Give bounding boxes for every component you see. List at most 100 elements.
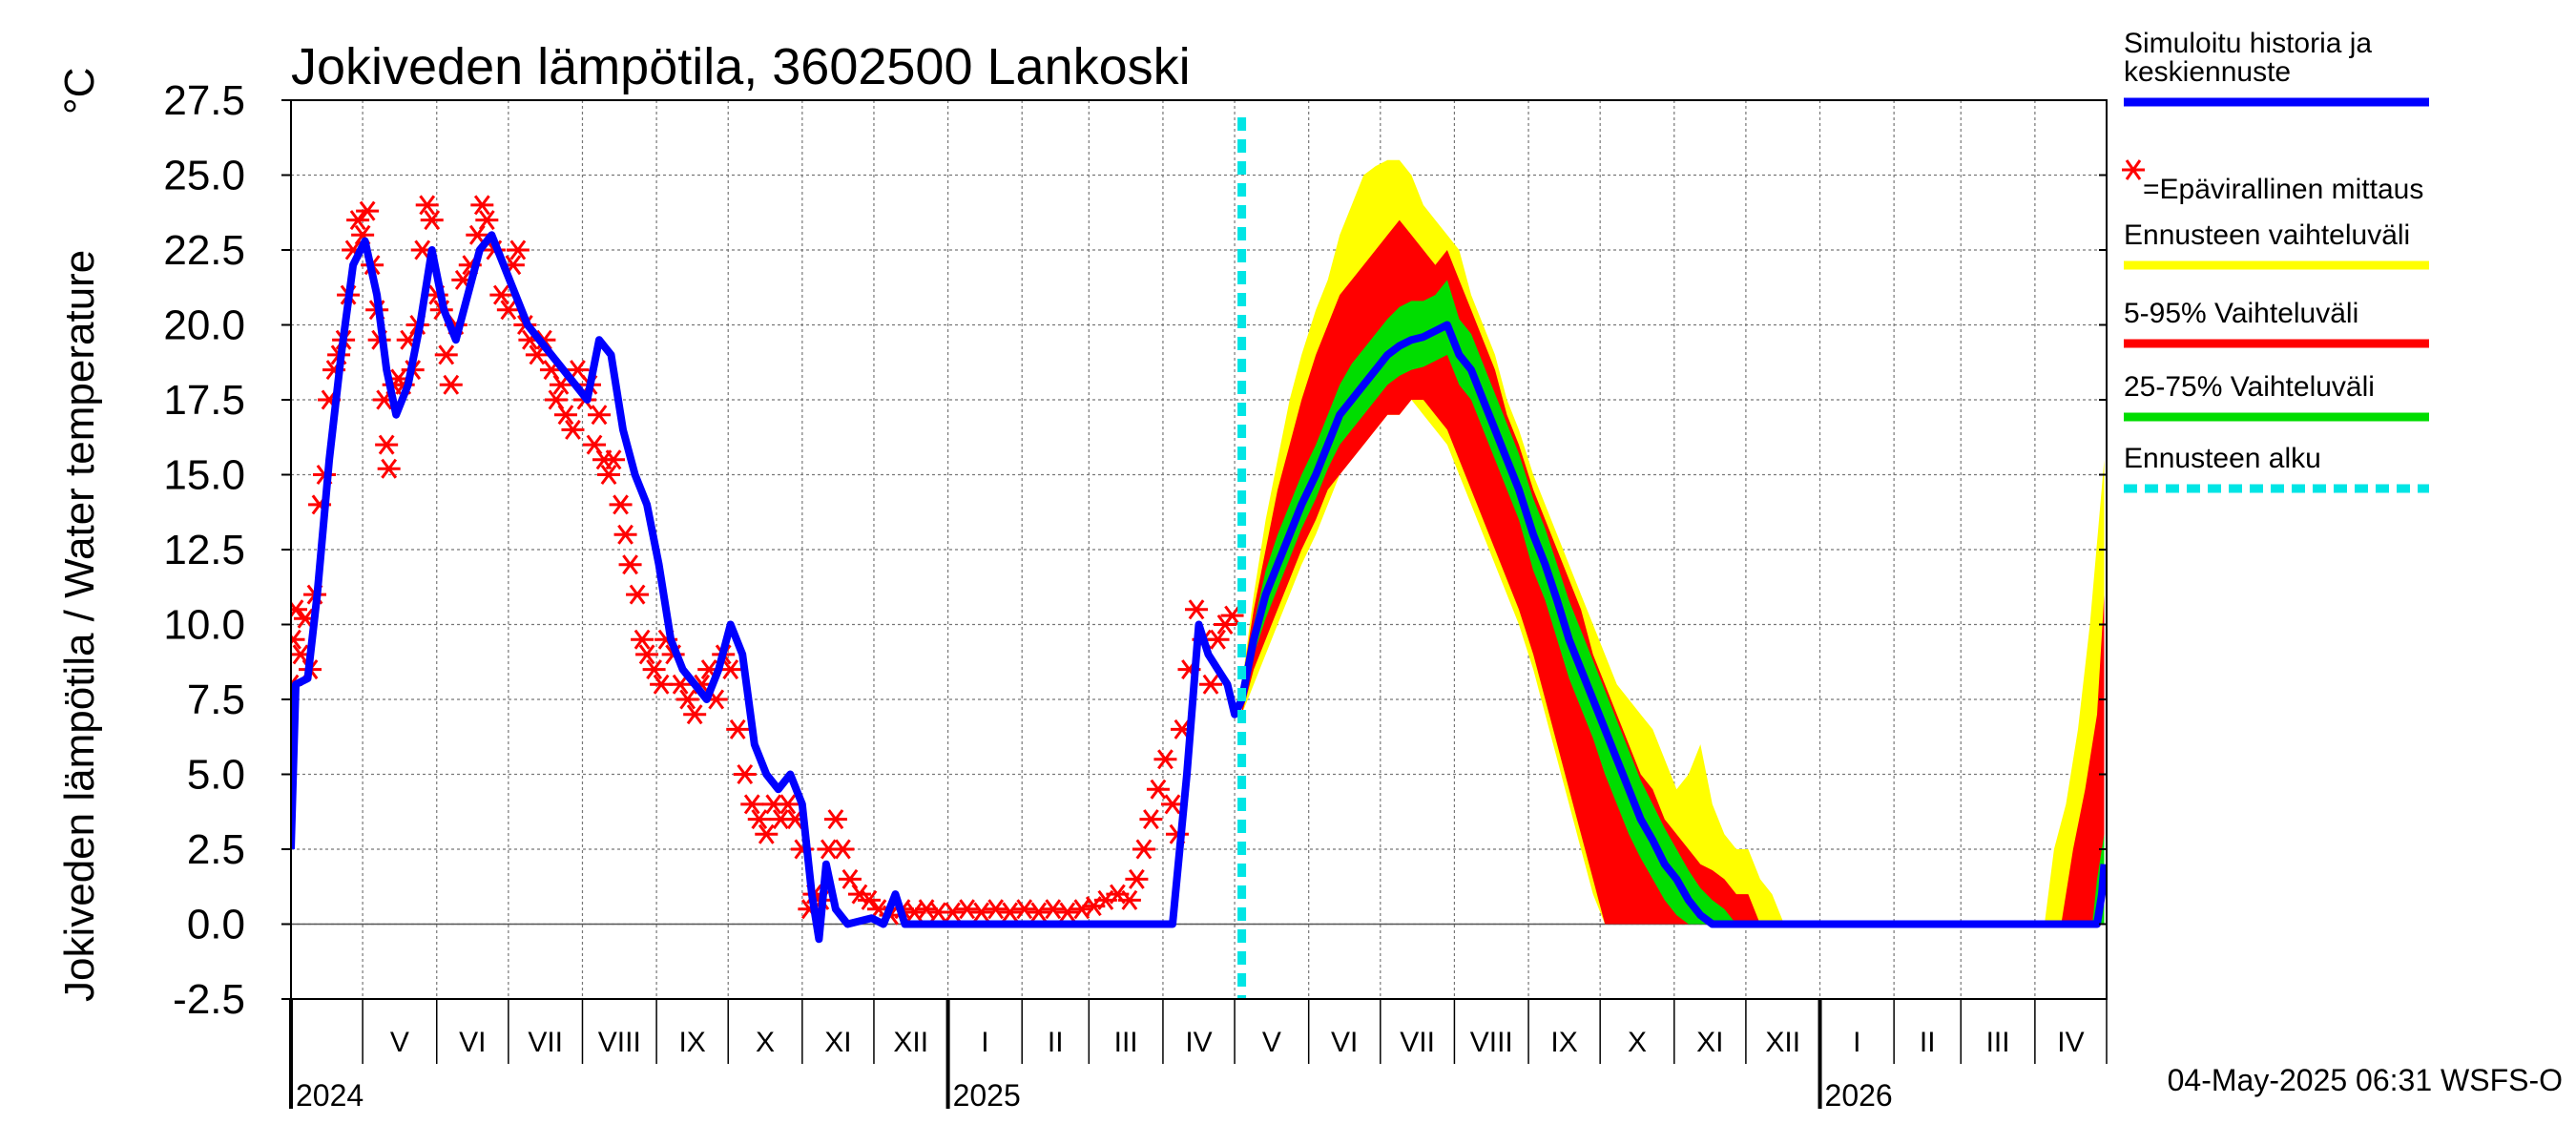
observation-point bbox=[496, 300, 520, 321]
y-tick-label: 15.0 bbox=[163, 452, 245, 499]
observation-point bbox=[1070, 899, 1093, 920]
y-tick-label: -2.5 bbox=[173, 976, 245, 1023]
y-tick-label: 10.0 bbox=[163, 602, 245, 649]
month-label: XII bbox=[893, 1027, 928, 1058]
observation-point bbox=[356, 200, 380, 221]
observation-point bbox=[475, 210, 499, 231]
observation-point bbox=[941, 902, 965, 923]
y-tick-label: 7.5 bbox=[187, 677, 245, 723]
observation-point bbox=[549, 374, 572, 395]
observation-point bbox=[597, 464, 621, 486]
observation-point bbox=[1220, 605, 1244, 626]
chart-title: Jokiveden lämpötila, 3602500 Lankoski bbox=[291, 38, 1191, 95]
legend-label: 5-95% Vaihteluväli bbox=[2124, 298, 2358, 329]
month-label: III bbox=[1114, 1027, 1138, 1058]
y-tick-label: 25.0 bbox=[163, 153, 245, 199]
month-label: VIII bbox=[1470, 1027, 1513, 1058]
observation-point bbox=[998, 902, 1022, 923]
observation-point bbox=[683, 704, 707, 725]
observation-point bbox=[420, 210, 444, 231]
observation-point bbox=[1199, 674, 1223, 695]
month-label: X bbox=[1628, 1027, 1647, 1058]
observation-point bbox=[489, 284, 513, 305]
observation-point bbox=[755, 823, 779, 844]
month-label: II bbox=[1920, 1027, 1936, 1058]
y-tick-label: 2.5 bbox=[187, 826, 245, 873]
observation-point bbox=[747, 809, 771, 830]
observation-point bbox=[602, 449, 626, 470]
observation-point bbox=[740, 794, 764, 815]
observation-point bbox=[1027, 902, 1050, 923]
observation-point bbox=[626, 584, 650, 605]
observation-point bbox=[903, 902, 926, 923]
observation-point bbox=[1139, 809, 1163, 830]
band-5-95-vaihteluv-li bbox=[1241, 219, 2105, 925]
year-label: 2025 bbox=[953, 1078, 1021, 1113]
month-label: XI bbox=[1696, 1027, 1723, 1058]
y-tick-label: 22.5 bbox=[163, 227, 245, 274]
observation-point bbox=[1125, 868, 1149, 889]
observation-point bbox=[553, 405, 577, 426]
year-label: 2026 bbox=[1825, 1078, 1893, 1113]
y-tick-label: 0.0 bbox=[187, 902, 245, 948]
legend-marker-icon bbox=[2122, 159, 2145, 180]
observation-point bbox=[675, 689, 699, 710]
month-label: VII bbox=[528, 1027, 563, 1058]
y-tick-label: 17.5 bbox=[163, 377, 245, 424]
month-label: X bbox=[756, 1027, 775, 1058]
year-label: 2024 bbox=[296, 1078, 364, 1113]
legend-label: keskiennuste bbox=[2124, 56, 2291, 88]
month-label: IX bbox=[678, 1027, 705, 1058]
observation-point bbox=[506, 239, 530, 260]
timestamp-footer: 04-May-2025 06:31 WSFS-O bbox=[2168, 1063, 2563, 1097]
observation-point bbox=[642, 659, 666, 680]
legend-label: 25-75% Vaihteluväli bbox=[2124, 371, 2375, 403]
y-tick-label: 12.5 bbox=[163, 527, 245, 573]
month-label: I bbox=[981, 1027, 988, 1058]
month-label: I bbox=[1853, 1027, 1860, 1058]
legend-label: Ennusteen alku bbox=[2124, 443, 2321, 474]
observation-point bbox=[776, 794, 800, 815]
observation-point bbox=[1041, 899, 1065, 920]
observation-point bbox=[1055, 902, 1079, 923]
observation-point bbox=[415, 195, 439, 216]
observation-point bbox=[1206, 629, 1230, 650]
month-label: II bbox=[1048, 1027, 1064, 1058]
y-axis-label: Jokiveden lämpötila / Water temperature bbox=[56, 250, 103, 1002]
observation-point bbox=[618, 554, 642, 575]
observation-point bbox=[635, 644, 659, 665]
observation-point bbox=[831, 839, 855, 860]
legend-label: =Epävirallinen mittaus bbox=[2143, 174, 2423, 205]
observation-point bbox=[377, 458, 401, 479]
y-tick-label: 20.0 bbox=[163, 302, 245, 349]
observation-point bbox=[823, 809, 847, 830]
month-label: V bbox=[1262, 1027, 1281, 1058]
y-axis-ticks: 27.5 25.0 22.5 20.0 17.5 15.0 12.5 10.0 7.5 5.0 2.… bbox=[163, 77, 2107, 1023]
observation-point bbox=[733, 764, 757, 784]
month-label: XI bbox=[824, 1027, 851, 1058]
observation-point bbox=[609, 494, 633, 515]
observation-point bbox=[613, 524, 637, 545]
observation-point bbox=[1146, 779, 1170, 800]
month-label: V bbox=[390, 1027, 409, 1058]
observation-point bbox=[857, 889, 881, 910]
observation-point bbox=[718, 659, 742, 680]
simulation-line bbox=[291, 231, 2107, 944]
month-label: III bbox=[1986, 1027, 2010, 1058]
legend-item: =Epävirallinen mittaus bbox=[2122, 159, 2423, 205]
observation-point bbox=[1012, 899, 1036, 920]
observation-point bbox=[726, 718, 750, 739]
month-label: VIII bbox=[598, 1027, 641, 1058]
observation-point bbox=[1184, 599, 1208, 620]
observation-point bbox=[984, 899, 1008, 920]
observation-point bbox=[1117, 889, 1141, 910]
month-label: VI bbox=[459, 1027, 486, 1058]
observation-point bbox=[434, 344, 458, 365]
month-label: IV bbox=[1185, 1027, 1212, 1058]
legend-item: 25-75% Vaihteluväli bbox=[2124, 371, 2429, 422]
month-label: VII bbox=[1400, 1027, 1435, 1058]
y-tick-label: 5.0 bbox=[187, 752, 245, 799]
legend-item: 5-95% Vaihteluväli bbox=[2124, 298, 2429, 348]
